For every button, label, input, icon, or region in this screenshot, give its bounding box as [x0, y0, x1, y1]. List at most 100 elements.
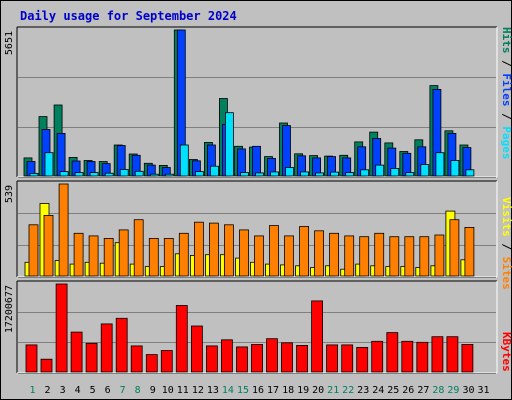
bar-sites-day-1	[28, 224, 39, 277]
bar-pages-day-17	[270, 171, 279, 177]
bar-pages-day-7	[119, 169, 129, 177]
day-label-27: 27	[417, 385, 429, 396]
day-label-3: 3	[60, 385, 66, 396]
bar-sites-day-2	[43, 214, 54, 277]
bar-pages-day-16	[255, 172, 264, 177]
bar-sites-day-24	[374, 232, 385, 277]
bar-kbytes-day-4	[70, 331, 83, 373]
bar-kbytes-day-30	[461, 343, 474, 373]
bar-pages-day-24	[375, 164, 385, 177]
bar-sites-day-28	[434, 234, 445, 277]
legend-kbytes-kbytes: KBytes	[500, 332, 512, 372]
legend-visits-sites-sites: Sites	[500, 257, 512, 290]
bar-pages-day-6	[104, 172, 114, 177]
bar-pages-day-29	[450, 160, 460, 177]
bar-pages-day-4	[74, 172, 84, 177]
bar-kbytes-day-20	[311, 300, 324, 373]
chart-title: Daily usage for September 2024	[20, 9, 237, 23]
bar-kbytes-day-26	[401, 340, 414, 373]
day-label-10: 10	[162, 385, 174, 396]
bar-pages-day-21	[330, 171, 340, 177]
bar-pages-day-15	[240, 172, 249, 177]
bar-pages-day-9	[149, 173, 159, 177]
bar-kbytes-day-7	[115, 317, 128, 373]
day-label-25: 25	[387, 385, 399, 396]
bar-sites-day-29	[449, 219, 460, 277]
bar-kbytes-day-23	[356, 346, 369, 373]
bar-sites-day-9	[148, 237, 159, 277]
bar-kbytes-day-17	[266, 338, 278, 373]
bar-sites-day-21	[329, 232, 340, 277]
bar-pages-day-2	[44, 152, 54, 177]
day-label-12: 12	[192, 385, 204, 396]
day-label-9: 9	[150, 385, 156, 396]
bar-pages-day-12	[194, 171, 204, 177]
day-label-1: 1	[29, 385, 35, 396]
bar-kbytes-day-1	[25, 344, 38, 373]
bar-sites-day-27	[419, 236, 430, 277]
bar-pages-day-30	[465, 169, 475, 177]
bar-sites-day-23	[359, 236, 370, 277]
bar-files-day-15	[237, 148, 246, 177]
bar-sites-day-4	[73, 232, 84, 277]
bar-kbytes-day-13	[205, 345, 218, 373]
bar-pages-day-13	[209, 165, 219, 177]
legend-visits-sites-visits: Visits	[500, 197, 512, 237]
bar-kbytes-day-15	[236, 346, 248, 373]
bar-pages-day-1	[29, 172, 39, 177]
day-label-11: 11	[177, 385, 189, 396]
day-label-6: 6	[105, 385, 111, 396]
bar-pages-day-23	[360, 169, 370, 177]
panel-2-max-label: 539	[4, 185, 15, 203]
bar-kbytes-day-10	[160, 350, 173, 373]
bar-sites-day-13	[208, 222, 219, 277]
bar-files-day-3	[56, 132, 66, 177]
bar-sites-day-3	[58, 183, 69, 277]
bar-sites-day-20	[314, 230, 325, 277]
day-label-31: 31	[477, 385, 489, 396]
bar-sites-day-10	[163, 237, 174, 277]
bar-sites-day-22	[344, 235, 355, 277]
bar-sites-day-14	[223, 224, 234, 277]
bar-kbytes-day-18	[281, 342, 293, 373]
day-label-17: 17	[267, 385, 279, 396]
bar-kbytes-day-22	[341, 344, 354, 373]
day-label-19: 19	[297, 385, 309, 396]
bar-pages-day-3	[59, 171, 69, 177]
bar-pages-day-8	[134, 170, 144, 177]
bar-kbytes-day-25	[386, 332, 399, 373]
legend-hits-files-pages: Hits / Files / Pages	[500, 27, 512, 160]
day-label-15: 15	[237, 385, 249, 396]
bar-pages-day-26	[405, 172, 415, 177]
bar-kbytes-day-8	[130, 345, 143, 373]
day-label-8: 8	[135, 385, 141, 396]
day-label-26: 26	[402, 385, 414, 396]
bar-pages-day-10	[164, 173, 174, 177]
bar-kbytes-day-11	[175, 305, 188, 373]
bar-sites-day-7	[118, 229, 129, 277]
day-label-5: 5	[90, 385, 96, 396]
bar-kbytes-day-2	[40, 358, 53, 373]
bar-kbytes-day-29	[446, 336, 459, 373]
day-label-16: 16	[252, 385, 264, 396]
day-label-22: 22	[342, 385, 354, 396]
bar-sites-day-5	[88, 235, 99, 277]
bar-sites-day-12	[193, 221, 204, 277]
bar-kbytes-day-5	[85, 342, 98, 373]
bar-pages-day-19	[300, 171, 310, 177]
bar-sites-day-25	[389, 236, 400, 277]
bar-kbytes-day-28	[431, 336, 444, 373]
bar-sites-day-16	[254, 235, 264, 277]
day-label-24: 24	[372, 385, 384, 396]
bar-kbytes-day-21	[326, 344, 339, 373]
day-label-7: 7	[120, 385, 126, 396]
bar-files-day-16	[252, 145, 261, 177]
bar-sites-day-30	[464, 226, 475, 277]
day-label-30: 30	[462, 385, 474, 396]
bar-pages-day-25	[390, 168, 400, 177]
day-label-20: 20	[312, 385, 324, 396]
bar-sites-day-15	[239, 229, 249, 277]
bar-kbytes-day-24	[371, 340, 384, 373]
day-label-29: 29	[447, 385, 459, 396]
